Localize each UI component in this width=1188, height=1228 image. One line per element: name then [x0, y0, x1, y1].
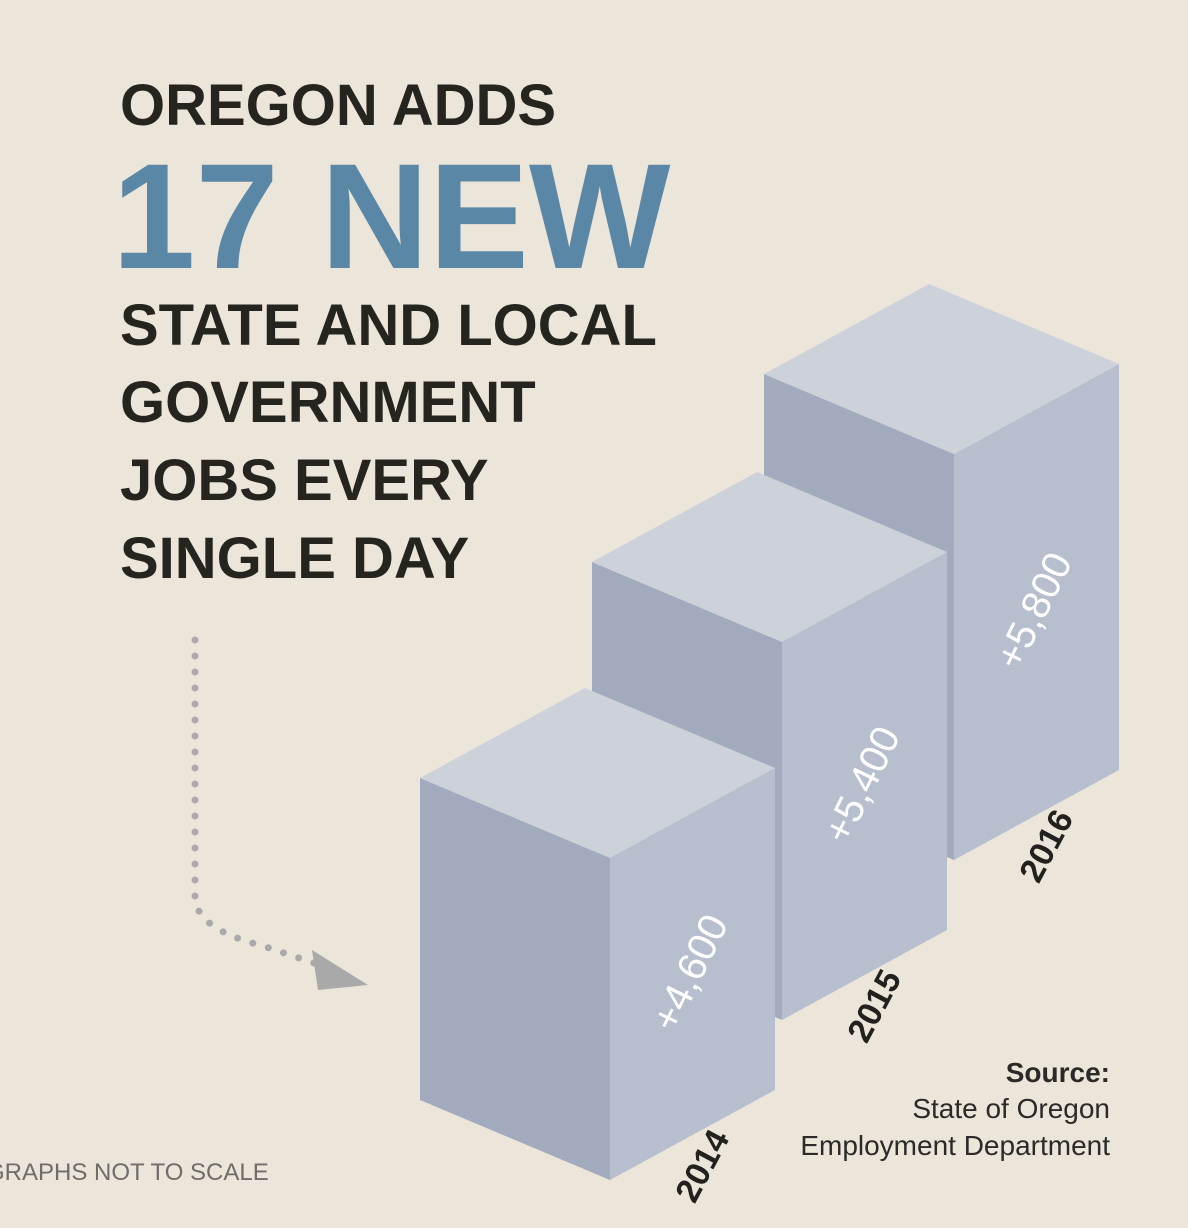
bar — [420, 688, 775, 1180]
bar-left-face — [420, 778, 610, 1180]
source-label: Source: — [1006, 1057, 1110, 1088]
title-highlight: 17 NEW — [112, 132, 671, 300]
source-line: Employment Department — [800, 1130, 1110, 1161]
bar-top — [764, 284, 1119, 454]
title-line: GOVERNMENT — [120, 370, 536, 435]
title-line: SINGLE DAY — [120, 526, 469, 591]
title-line: STATE AND LOCAL — [120, 293, 657, 358]
title-line: JOBS EVERY — [120, 448, 489, 513]
title-line: OREGON ADDS — [120, 73, 556, 138]
bar-top — [420, 688, 775, 858]
dotted-arrow — [191, 636, 324, 969]
bar-right-face — [954, 364, 1119, 860]
bar-right-face — [610, 768, 775, 1180]
bar-top — [592, 472, 947, 642]
source-line: State of Oregon — [912, 1093, 1110, 1124]
arrow-head — [312, 950, 368, 990]
footnote: GRAPHS NOT TO SCALE — [0, 1159, 269, 1186]
bar-right-face — [782, 552, 947, 1020]
